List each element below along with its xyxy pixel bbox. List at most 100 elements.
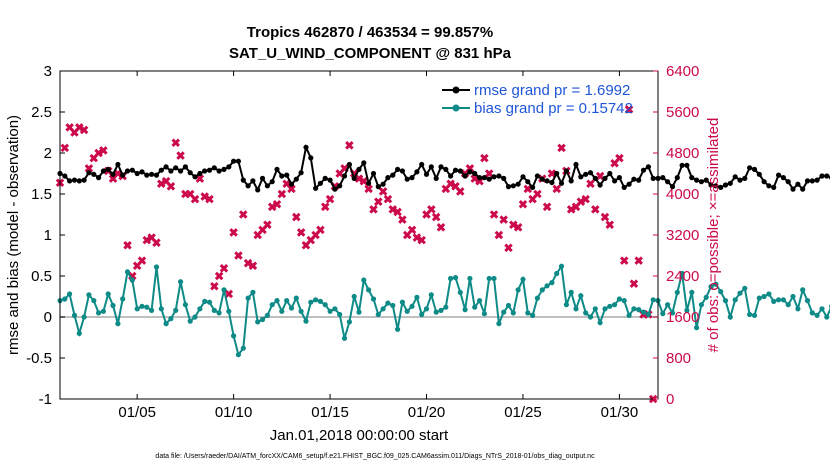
obs-point-stroke-b [296, 228, 306, 237]
rmse-point [110, 171, 116, 177]
y-right-tick-label: 3200 [666, 227, 699, 244]
rmse-point [202, 168, 208, 174]
obs-point-stroke-b [267, 202, 277, 212]
bias-point [96, 310, 102, 316]
rmse-point [240, 177, 246, 183]
obs-point-stroke-b [513, 223, 523, 232]
bias-point [404, 308, 410, 314]
rmse-point [747, 165, 753, 171]
bias-point [86, 292, 92, 298]
obs-point-stroke-b [229, 228, 238, 237]
obs-point [576, 197, 586, 206]
bias-point [269, 302, 275, 308]
obs-point [446, 179, 455, 189]
bias-point [182, 302, 188, 308]
bias-point [264, 312, 270, 318]
obs-point-stroke-b [489, 210, 499, 219]
y-left-tick-label: 1 [44, 227, 52, 244]
rmse-point [284, 172, 290, 178]
bias-point [626, 312, 632, 318]
obs-point-stroke-b [161, 176, 171, 186]
rmse-point [684, 162, 690, 168]
obs-point-stroke-b [619, 256, 629, 265]
obs-point [325, 194, 335, 204]
bias-point [139, 303, 145, 309]
bias-point [206, 299, 213, 305]
obs-point [171, 138, 181, 148]
bias-point [231, 333, 237, 339]
bias-point [259, 316, 266, 323]
rmse-point [192, 174, 198, 180]
bias-point [510, 310, 516, 316]
bias-point [419, 311, 425, 318]
obs-point-stroke-b [581, 194, 590, 204]
obs-point [431, 212, 441, 222]
rmse-point [790, 186, 796, 192]
rmse-point [491, 174, 497, 180]
rmse-point [269, 179, 275, 185]
x-axis: 01/05 01/10 01/15 01/20 01/25 01/30 [118, 71, 638, 421]
rmse-point [563, 168, 570, 174]
x-tick-label: 01/15 [311, 404, 349, 421]
obs-point [378, 187, 388, 196]
obs-point-stroke-b [364, 184, 373, 194]
bias-point [428, 292, 434, 298]
bias-point [583, 310, 589, 316]
bias-point [660, 311, 666, 317]
rmse-point [819, 173, 825, 179]
rmse-point [226, 164, 232, 170]
obs-point-stroke-b [99, 146, 108, 155]
obs-point-stroke-b [412, 233, 422, 242]
obs-point [224, 289, 234, 299]
rmse-point [539, 176, 545, 182]
rmse-point [520, 174, 526, 180]
obs-point-stroke-b [171, 138, 181, 148]
y-right-tick-label: 5600 [666, 104, 699, 121]
bias-point [370, 296, 377, 302]
rmse-point [505, 184, 512, 190]
rmse-point [120, 172, 126, 178]
rmse-point [404, 176, 410, 182]
rmse-point [308, 155, 314, 161]
rmse-point [612, 178, 618, 184]
bias-point [235, 352, 241, 358]
rmse-point [182, 164, 188, 170]
obs-point-stroke-b [75, 123, 84, 132]
rmse-point [795, 181, 801, 187]
obs-point [195, 174, 205, 183]
obs-point [581, 194, 590, 204]
obs-point-stroke-b [243, 258, 253, 268]
y-left-tick-label: -1 [39, 391, 52, 408]
rmse-point [766, 183, 772, 189]
rmse-point [578, 174, 584, 180]
bias-point [303, 318, 309, 324]
rmse-point [86, 170, 92, 176]
bias-point [534, 295, 541, 301]
bias-point [245, 295, 251, 301]
bias-point [366, 287, 372, 293]
rmse-point [640, 167, 647, 173]
rmse-point [144, 172, 150, 178]
chart-title-line2: SAT_U_WIND_COMPONENT @ 831 hPa [229, 45, 512, 62]
obs-point-stroke-b [147, 233, 156, 242]
legend-bias-marker [452, 104, 460, 112]
y-right-tick-label: 4000 [666, 186, 699, 203]
bias-point [631, 306, 637, 312]
bias-point [674, 289, 680, 295]
obs-point-stroke-b [378, 187, 388, 196]
bias-point [149, 307, 155, 313]
obs-point [277, 189, 287, 199]
obs-point-stroke-b [629, 279, 639, 288]
bias-point [544, 283, 550, 289]
obs-point [354, 174, 364, 183]
rmse-point [573, 161, 579, 168]
obs-point [509, 220, 518, 230]
obs-point-stroke-b [600, 212, 610, 222]
rmse-point [91, 171, 97, 177]
rmse-point [173, 165, 179, 171]
bias-point [602, 306, 608, 312]
obs-point [219, 264, 229, 273]
bias-point [452, 275, 459, 281]
rmse-point [216, 168, 222, 174]
bias-point [645, 311, 652, 318]
